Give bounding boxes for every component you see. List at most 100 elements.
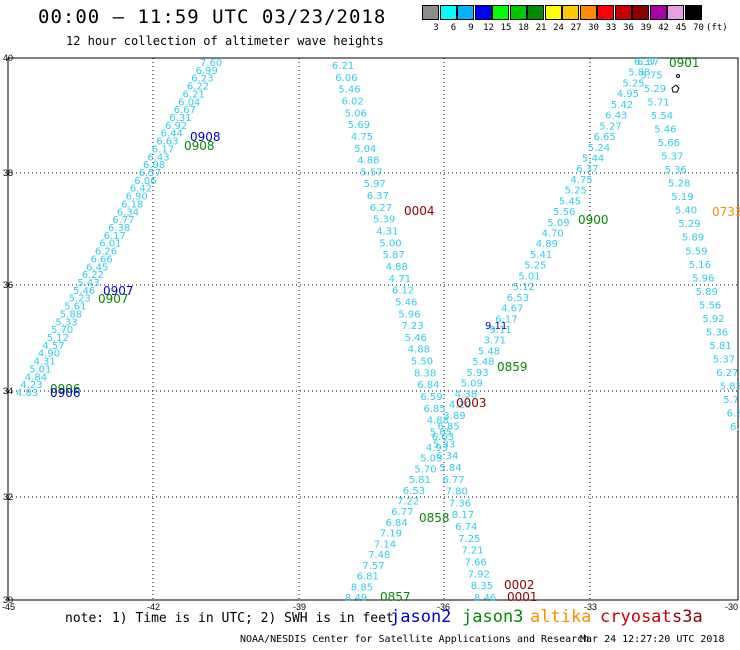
legend-level-label: 15	[500, 23, 512, 33]
wave-height-value: 5.45	[559, 196, 581, 207]
wave-height-value: 6.45	[86, 262, 108, 273]
wave-height-value: 5.88	[60, 309, 82, 320]
y-tick-label: 30	[3, 595, 13, 605]
wave-height-value: 6.67	[174, 105, 196, 116]
pass-time-jason2: 0908	[190, 130, 221, 144]
wave-height-value: 8.17	[452, 510, 474, 521]
wave-height-value: 5.28	[668, 179, 690, 190]
wave-track-c: 6.37 5.75 5.29 5.71 5.54 5.46 5.66 5.37 5.36 5.28…	[637, 57, 740, 433]
y-tick-label: 40	[3, 53, 13, 63]
wave-height-value: 6.99	[196, 66, 218, 77]
wave-height-value: 7.48	[368, 550, 390, 561]
legend-level-label: 39	[640, 23, 652, 33]
legend-swatch	[474, 5, 492, 20]
pass-time-jason3: 0900	[578, 213, 609, 227]
wave-height-value: 6.34	[436, 451, 458, 462]
pass-time-jason3: 0908	[184, 139, 215, 153]
wave-height-value: 6.01	[99, 239, 121, 250]
wave-height-value: 5.12	[513, 282, 535, 293]
legend-level-label: 36	[623, 23, 634, 33]
wave-height-value: 6.77	[442, 475, 464, 486]
satellite-legend-jason2: jason2	[390, 607, 452, 627]
wave-height-value: 4.88	[427, 416, 449, 427]
wave-height-value: 5.12	[47, 333, 69, 344]
wave-height-value: 8.38	[414, 368, 436, 379]
pass-time-jason2: 0906	[50, 386, 81, 400]
wave-height-value: 3.89	[443, 411, 465, 422]
wave-height-value: 6.27	[716, 368, 738, 379]
wave-height-value: 5.16	[689, 260, 711, 271]
legend-swatch	[457, 5, 474, 20]
page-title: 00:00 – 11:59 UTC 03/23/2018	[38, 6, 387, 28]
wave-height-value: 4.23	[20, 380, 42, 391]
wave-height-value: 4.88	[386, 262, 408, 273]
wave-track-a: 7.606.996.236.226.216.046.676.316.926.44…	[16, 58, 222, 399]
wave-height-value: 6.63	[156, 137, 178, 148]
wave-height-value: 6.27	[370, 203, 392, 214]
wave-height-value: 5.54	[651, 111, 673, 122]
wave-height-value: 4.84	[25, 372, 47, 383]
wave-height-value: 6.22	[187, 82, 209, 93]
wave-height-value: 5.37	[713, 354, 735, 365]
wave-height-value: 6.90	[126, 192, 148, 203]
wave-height-value: 7.92	[468, 569, 490, 580]
wave-height-value: 4.83	[16, 388, 38, 399]
wave-height-value: 7.60	[200, 58, 222, 69]
x-tick-label: -30	[725, 602, 738, 612]
wave-height-value: 5.41	[530, 250, 552, 261]
wave-height-value: 6.38	[108, 223, 130, 234]
legend-level-label: 9	[468, 23, 474, 33]
wave-height-value: 5.93	[466, 368, 488, 379]
wave-height-value: 6.85	[438, 422, 460, 433]
wave-height-value: 5.97	[364, 179, 386, 190]
wave-height-value: 6.23	[191, 74, 213, 85]
pass-time-jason3: 0857	[380, 590, 411, 604]
wave-height-value: 6.42	[130, 184, 152, 195]
pass-time-jason3: 0859	[497, 360, 528, 374]
wave-height-value: 5.01	[29, 364, 51, 375]
pass-time-jason2: 0907	[103, 284, 134, 298]
wave-height-value: 4.75	[570, 175, 592, 186]
wave-height-value: 4.67	[501, 304, 523, 315]
wave-height-value: 6.37	[576, 164, 598, 175]
legend-swatch	[597, 5, 614, 20]
wave-height-value: 6.74	[455, 522, 477, 533]
legend-swatch	[544, 5, 562, 20]
wave-height-value: 5.50	[411, 357, 433, 368]
wave-height-value: 6.43	[605, 111, 627, 122]
legend-swatch	[527, 5, 544, 20]
credit-line: NOAA/NESDIS Center for Satellite Applica…	[240, 634, 590, 645]
wave-height-value: 5.75	[640, 71, 662, 82]
x-tick-label: -33	[584, 602, 597, 612]
generated-timestamp: Mar 24 12:27:20 UTC 2018	[580, 634, 725, 645]
wave-height-value: 5.39	[373, 215, 395, 226]
wave-height-value: 4.70	[542, 229, 564, 240]
legend-level-label: 42	[658, 23, 669, 33]
wave-height-value: 5.96	[398, 309, 420, 320]
wave-height-value: 7.57	[362, 561, 384, 572]
legend-level-label: 12	[483, 23, 494, 33]
wave-height-value: 5.88	[628, 68, 650, 79]
wave-height-value: 6.65	[594, 132, 616, 143]
pass-time-jason3: 0901	[669, 56, 700, 70]
wave-height-value: 5.06	[345, 108, 367, 119]
wave-height-value: 5.29	[644, 84, 666, 95]
wave-height-value: 5.03	[420, 454, 442, 465]
x-tick-label: -39	[293, 602, 306, 612]
wave-height-value: 7.14	[374, 539, 396, 550]
page-subtitle: 12 hour collection of altimeter wave hei…	[66, 34, 384, 48]
wave-height-value: 6.53	[507, 293, 529, 304]
wave-height-value: 5.56	[699, 300, 721, 311]
wave-height-value: 5.46	[73, 286, 95, 297]
legend-swatch	[439, 5, 457, 20]
wave-height-value: 5.92	[702, 314, 724, 325]
wave-height-value: 6.17	[104, 231, 126, 242]
wave-height-value: 5.59	[685, 246, 707, 257]
wave-height-value: 4.71	[389, 274, 411, 285]
wave-height-value: 4.20	[449, 400, 471, 411]
legend-level-label: 18	[518, 23, 529, 33]
wave-height-value: 6.31	[169, 113, 191, 124]
wave-height-value: 5.56	[553, 207, 575, 218]
satellite-legend-jason3: jason3	[462, 607, 524, 627]
wave-height-value: 6.57	[139, 168, 161, 179]
